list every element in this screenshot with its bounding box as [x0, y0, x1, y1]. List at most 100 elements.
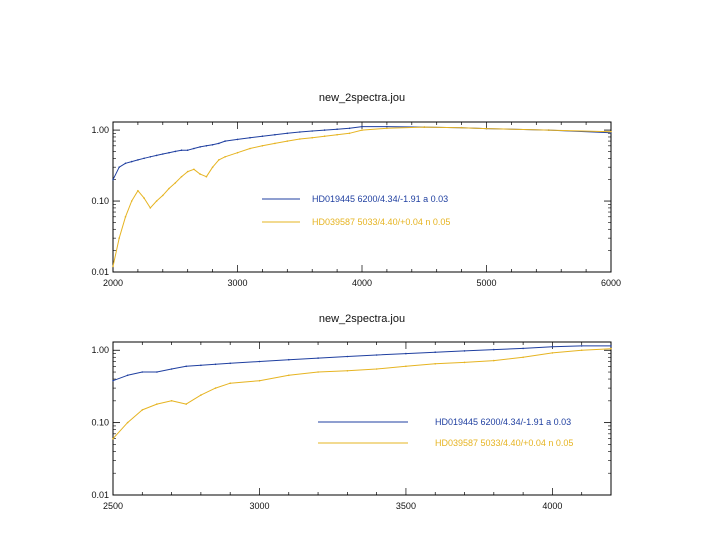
- data-point: [162, 194, 164, 197]
- data-point: [218, 142, 220, 145]
- data-point: [288, 358, 290, 361]
- data-point: [143, 197, 145, 199]
- data-point: [214, 363, 217, 366]
- data-point: [200, 364, 202, 367]
- data-point: [317, 357, 319, 359]
- data-point: [112, 379, 114, 382]
- data-point: [130, 160, 133, 163]
- data-point: [323, 129, 326, 131]
- y-tick-label: 0.01: [91, 267, 109, 277]
- data-point: [463, 350, 466, 352]
- data-point: [124, 162, 127, 165]
- data-point: [170, 368, 173, 370]
- data-point: [286, 132, 289, 135]
- data-point: [143, 157, 145, 160]
- data-point: [168, 151, 170, 154]
- data-point: [155, 200, 158, 202]
- data-point: [317, 371, 319, 373]
- data-point: [361, 129, 363, 131]
- data-point: [162, 153, 164, 155]
- data-point: [493, 359, 495, 362]
- data-point: [112, 178, 114, 181]
- data-point: [610, 347, 612, 350]
- data-point: [118, 237, 120, 239]
- x-tick-label: 4000: [542, 501, 562, 511]
- data-point: [185, 365, 187, 368]
- data-point: [375, 368, 378, 370]
- data-point: [185, 403, 187, 405]
- series-line-0: [112, 126, 612, 180]
- data-point: [199, 173, 201, 175]
- data-point: [186, 170, 189, 173]
- data-point: [434, 351, 437, 354]
- data-point: [112, 265, 114, 268]
- data-point: [126, 421, 129, 424]
- data-point: [170, 400, 173, 402]
- chart-title: new_2spectra.jou: [319, 92, 405, 104]
- y-tick-label: 0.10: [91, 418, 109, 428]
- data-point: [405, 365, 407, 368]
- data-point: [386, 127, 388, 130]
- data-point: [249, 147, 251, 150]
- data-point: [522, 356, 524, 359]
- data-point: [155, 154, 158, 157]
- series-line-1: [112, 348, 612, 440]
- data-point: [118, 166, 120, 168]
- data-point: [348, 132, 351, 135]
- data-point: [261, 145, 264, 147]
- x-tick-label: 3000: [249, 501, 269, 511]
- data-point: [311, 136, 314, 139]
- data-point: [214, 387, 217, 389]
- data-point: [200, 394, 202, 396]
- data-point: [211, 144, 214, 146]
- x-tick-label: 3000: [227, 278, 247, 288]
- x-tick-label: 5000: [476, 278, 496, 288]
- data-point: [405, 352, 407, 355]
- data-point: [174, 150, 177, 153]
- data-point: [522, 347, 524, 350]
- data-point: [274, 142, 276, 145]
- data-point: [141, 371, 144, 373]
- data-point: [493, 348, 495, 351]
- legend-label: HD039587 5033/4.40/+0.04 n 0.05: [435, 438, 573, 448]
- y-tick-label: 0.10: [91, 196, 109, 206]
- data-point: [168, 187, 170, 190]
- data-point: [141, 409, 144, 411]
- data-point: [258, 379, 261, 382]
- data-point: [156, 403, 158, 405]
- data-point: [485, 127, 488, 130]
- data-point: [610, 345, 612, 347]
- data-point: [180, 149, 183, 151]
- data-point: [348, 127, 351, 130]
- legend-label: HD019445 6200/4.34/-1.91 a 0.03: [312, 194, 448, 204]
- data-point: [149, 207, 152, 209]
- data-point: [229, 362, 231, 365]
- data-point: [224, 140, 226, 142]
- data-point: [193, 147, 195, 150]
- data-point: [551, 352, 554, 354]
- x-tick-label: 6000: [601, 278, 621, 288]
- data-point: [299, 131, 301, 133]
- x-tick-label: 2500: [103, 501, 123, 511]
- data-point: [236, 151, 239, 154]
- data-point: [610, 130, 612, 133]
- data-point: [205, 145, 208, 147]
- x-tick-label: 4000: [352, 278, 372, 288]
- data-point: [288, 374, 290, 377]
- y-tick-label: 0.01: [91, 490, 109, 500]
- data-point: [551, 345, 554, 348]
- data-point: [580, 349, 583, 352]
- data-point: [126, 374, 129, 377]
- data-point: [258, 360, 261, 363]
- data-point: [180, 175, 183, 178]
- data-point: [346, 370, 349, 372]
- data-point: [375, 354, 378, 356]
- series-line-1: [112, 126, 612, 267]
- data-point: [580, 345, 583, 347]
- data-point: [199, 146, 201, 148]
- data-point: [236, 138, 239, 141]
- x-tick-label: 2000: [103, 278, 123, 288]
- data-point: [548, 129, 550, 131]
